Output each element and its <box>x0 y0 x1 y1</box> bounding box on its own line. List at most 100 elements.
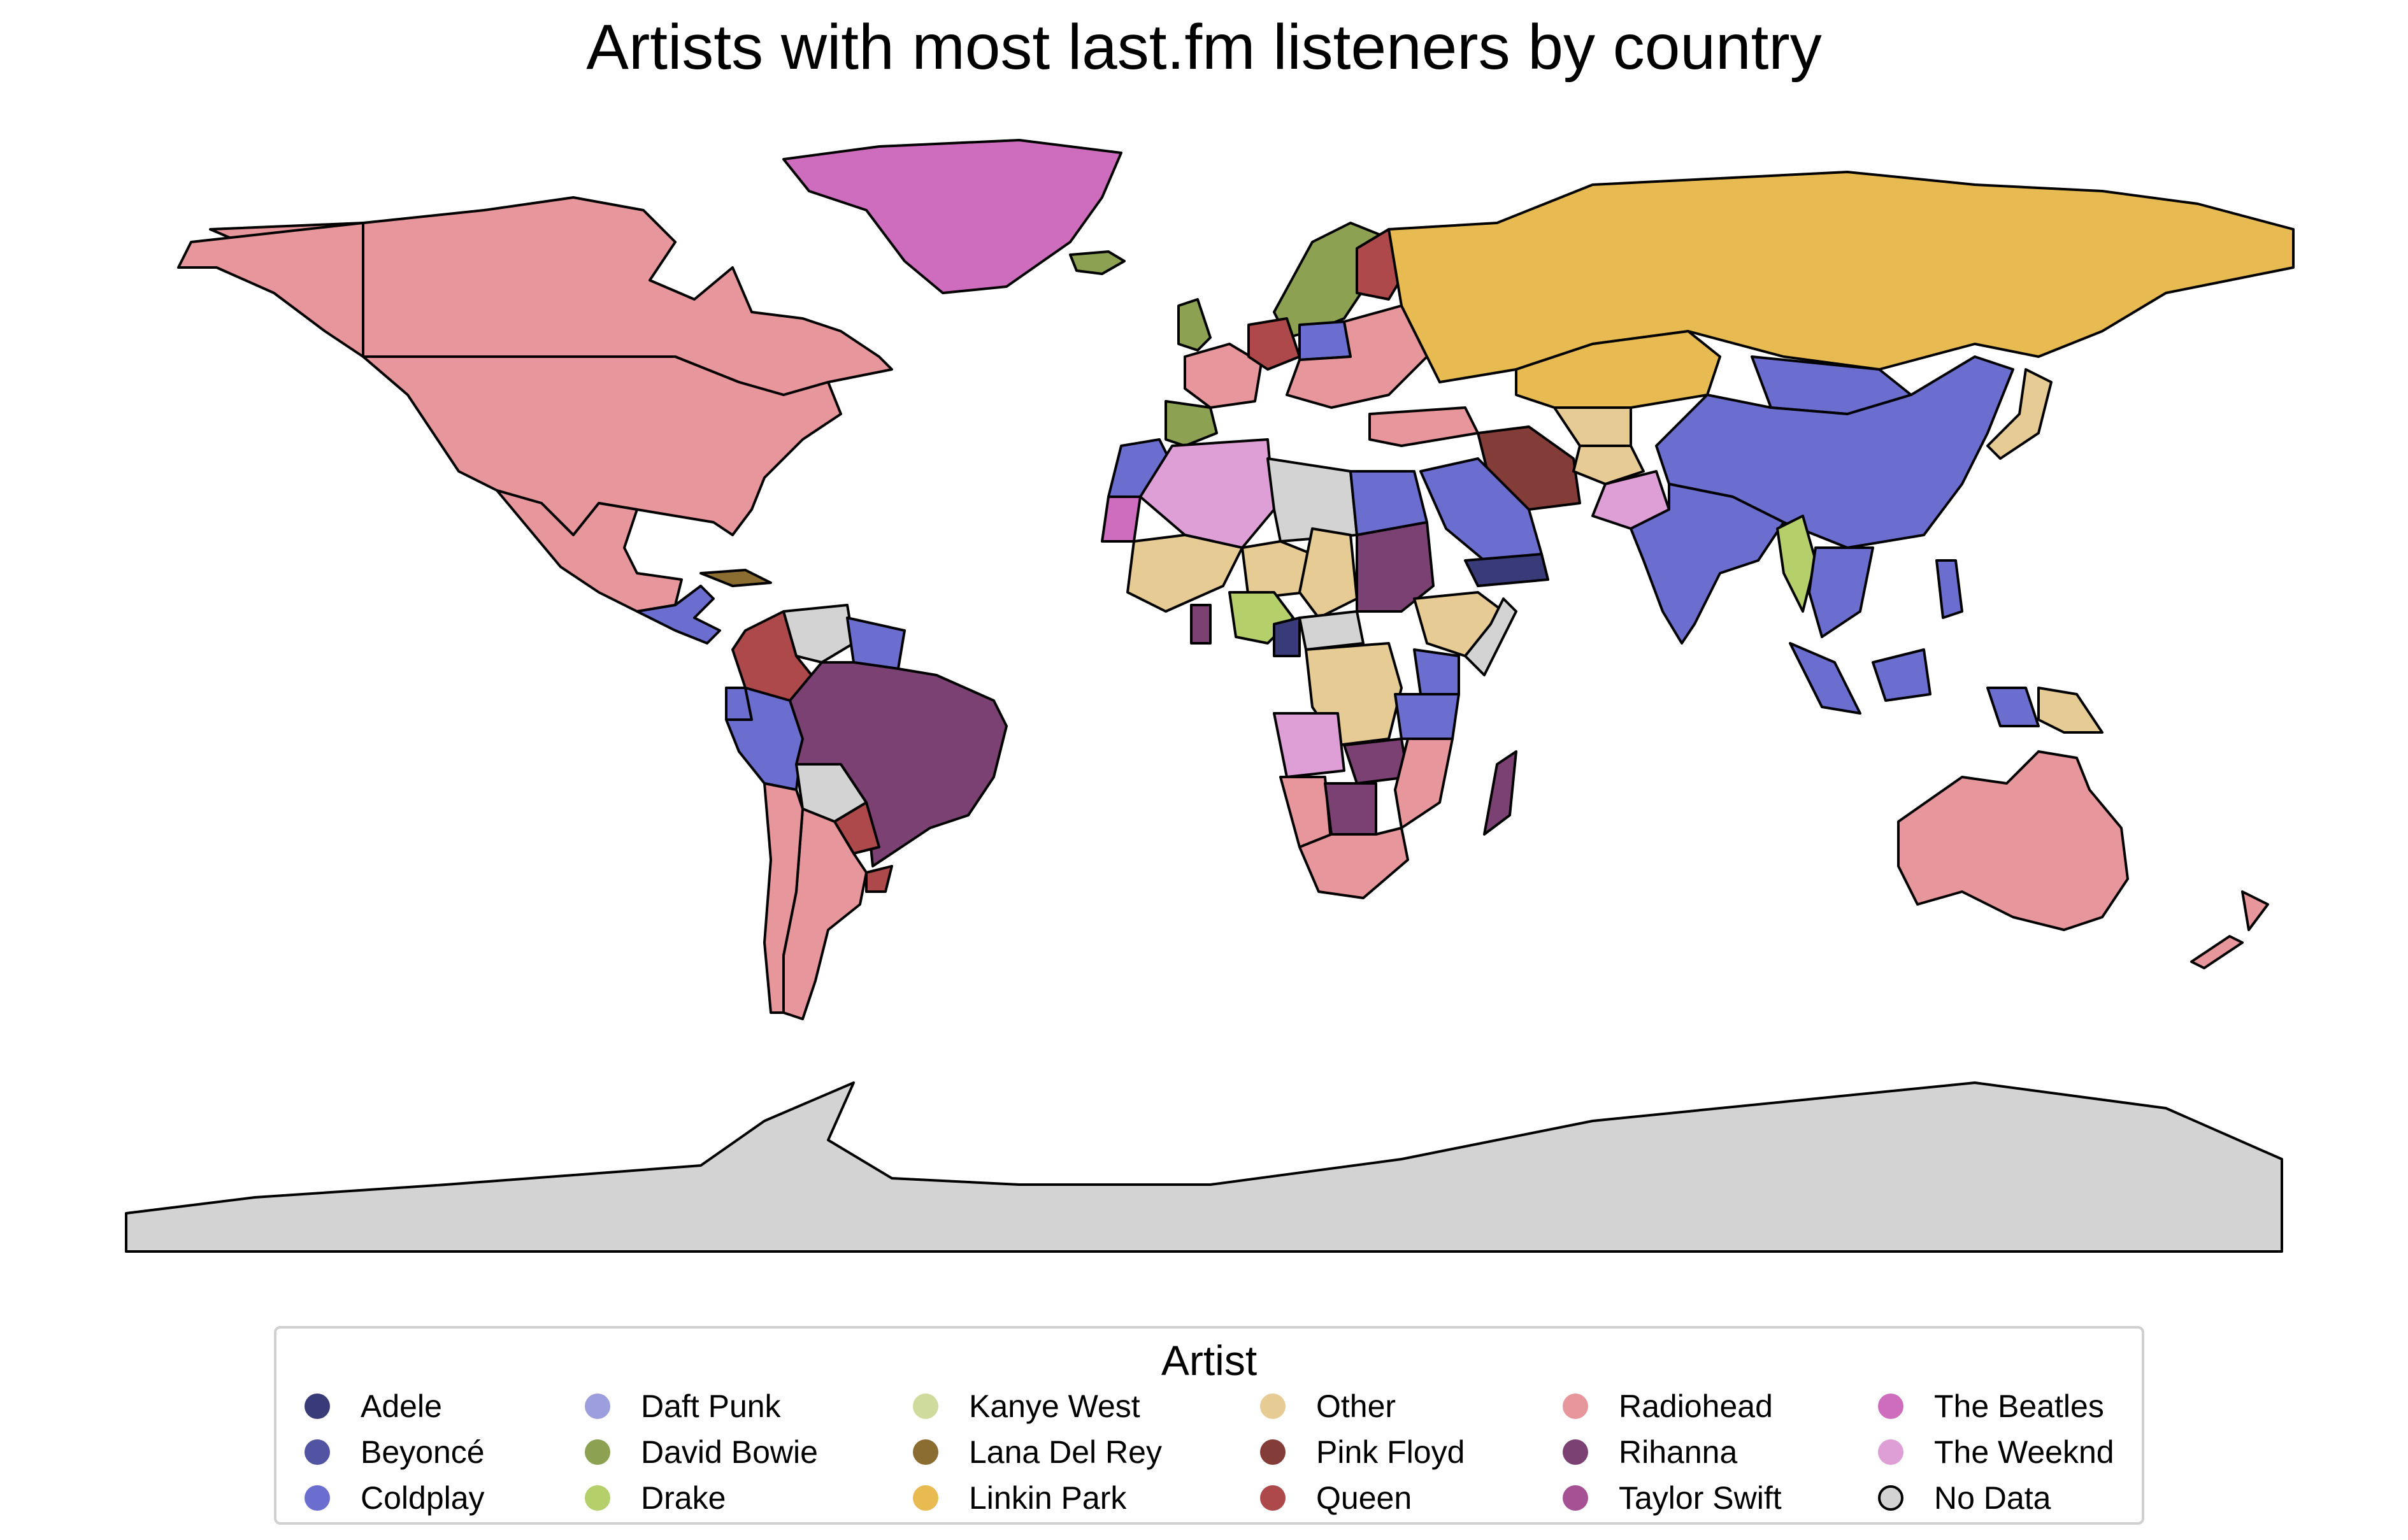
legend-item: Beyoncé <box>289 1432 485 1472</box>
legend-label: Taylor Swift <box>1619 1480 1782 1516</box>
legend-label: Rihanna <box>1619 1434 1738 1470</box>
legend-label: The Weeknd <box>1934 1434 2114 1470</box>
region-turkey <box>1368 406 1479 447</box>
legend-item: Radiohead <box>1547 1386 1773 1427</box>
legend-item: Taylor Swift <box>1547 1478 1782 1518</box>
region-guianas <box>846 617 906 670</box>
region-uruguay <box>865 865 893 893</box>
legend-swatch <box>585 1485 610 1511</box>
legend-label: No Data <box>1934 1480 2051 1516</box>
legend-item: The Weeknd <box>1863 1432 2114 1472</box>
legend-item: The Beatles <box>1863 1386 2104 1427</box>
region-somalia <box>1464 597 1517 676</box>
legend-swatch <box>1563 1394 1588 1419</box>
region-indochina <box>1808 546 1874 638</box>
region-kenya <box>1413 648 1460 695</box>
legend-swatch <box>1563 1485 1588 1511</box>
legend-swatch <box>1878 1394 1903 1419</box>
region-brazil <box>789 661 1008 867</box>
region-venezuela <box>782 604 855 664</box>
legend-swatch <box>913 1439 938 1465</box>
region-germany <box>1247 317 1301 371</box>
legend-item: Lana Del Rey <box>898 1432 1162 1472</box>
region-russia <box>1387 171 2295 383</box>
region-japan <box>1986 368 2053 460</box>
region-mexico <box>496 489 683 613</box>
region-cameroon <box>1273 617 1301 657</box>
legend-swatch <box>1260 1485 1286 1511</box>
legend-label: Beyoncé <box>361 1434 485 1470</box>
region-central-asia <box>1553 406 1632 447</box>
legend-swatch <box>1878 1439 1903 1465</box>
legend-swatch <box>1260 1439 1286 1465</box>
legend-swatch <box>1260 1394 1286 1419</box>
legend: Artist Adele Beyoncé Coldplay Daft Punk Davi… <box>274 1326 2144 1525</box>
legend-label: Lana Del Rey <box>969 1434 1162 1470</box>
legend-item: Adele <box>289 1386 442 1427</box>
legend-item: Linkin Park <box>898 1478 1126 1518</box>
legend-label: Radiohead <box>1619 1388 1773 1424</box>
legend-label: Adele <box>361 1388 442 1424</box>
region-botswana <box>1324 782 1377 836</box>
region-united-states <box>362 355 842 536</box>
legend-swatch <box>305 1394 330 1419</box>
legend-item: Other <box>1245 1386 1396 1427</box>
legend-item: Coldplay <box>289 1478 485 1518</box>
legend-swatch <box>1563 1439 1588 1465</box>
legend-swatch <box>913 1485 938 1511</box>
legend-label: Coldplay <box>361 1480 485 1516</box>
legend-swatch <box>1878 1485 1903 1511</box>
region-afghanistan <box>1572 445 1645 485</box>
legend-swatch <box>305 1439 330 1465</box>
legend-item: David Bowie <box>570 1432 818 1472</box>
region-tanzania <box>1394 693 1460 740</box>
map-title: Artists with most last.fm listeners by c… <box>586 11 1822 83</box>
region-australia <box>1897 750 2129 931</box>
region-ghana <box>1190 604 1212 645</box>
legend-label: The Beatles <box>1934 1388 2104 1424</box>
region-south-africa <box>1298 827 1409 899</box>
region-angola <box>1273 712 1345 778</box>
legend-label: David Bowie <box>641 1434 818 1470</box>
legend-label: Drake <box>641 1480 726 1516</box>
region-poland <box>1298 320 1352 361</box>
region-iceland <box>1069 250 1126 275</box>
region-france <box>1184 343 1263 409</box>
region-india <box>1630 483 1785 645</box>
region-greenland <box>782 139 1122 294</box>
region-united-kingdom <box>1177 298 1212 352</box>
legend-label: Pink Floyd <box>1316 1434 1465 1470</box>
region-yemen <box>1464 553 1549 587</box>
legend-swatch <box>305 1485 330 1511</box>
region-indonesia <box>1789 642 2040 727</box>
region-mali <box>1126 534 1243 613</box>
region-cuba <box>699 569 772 587</box>
legend-label: Queen <box>1316 1480 1412 1516</box>
legend-item: No Data <box>1863 1478 2051 1518</box>
legend-item: Pink Floyd <box>1245 1432 1465 1472</box>
region-philippines <box>1935 559 1963 619</box>
region-western-sahara <box>1101 496 1142 543</box>
region-madagascar <box>1483 750 1517 836</box>
legend-label: Other <box>1316 1388 1396 1424</box>
region-antarctica <box>125 1081 2283 1253</box>
region-central-america <box>636 585 721 645</box>
region-chad <box>1298 527 1358 619</box>
region-mozambique <box>1394 738 1454 829</box>
legend-item: Rihanna <box>1547 1432 1737 1472</box>
region-central-african-rep <box>1298 610 1365 651</box>
legend-item: Daft Punk <box>570 1386 781 1427</box>
region-spain <box>1165 400 1218 447</box>
legend-item: Kanye West <box>898 1386 1140 1427</box>
legend-label: Linkin Park <box>969 1480 1127 1516</box>
region-chile <box>763 782 804 1014</box>
region-papua-new-guinea <box>2037 687 2103 734</box>
legend-title: Artist <box>1161 1337 1258 1384</box>
legend-swatch <box>913 1394 938 1419</box>
legend-item: Queen <box>1245 1478 1412 1518</box>
region-alaska <box>177 222 364 358</box>
legend-label: Kanye West <box>969 1388 1140 1424</box>
legend-swatch <box>585 1439 610 1465</box>
